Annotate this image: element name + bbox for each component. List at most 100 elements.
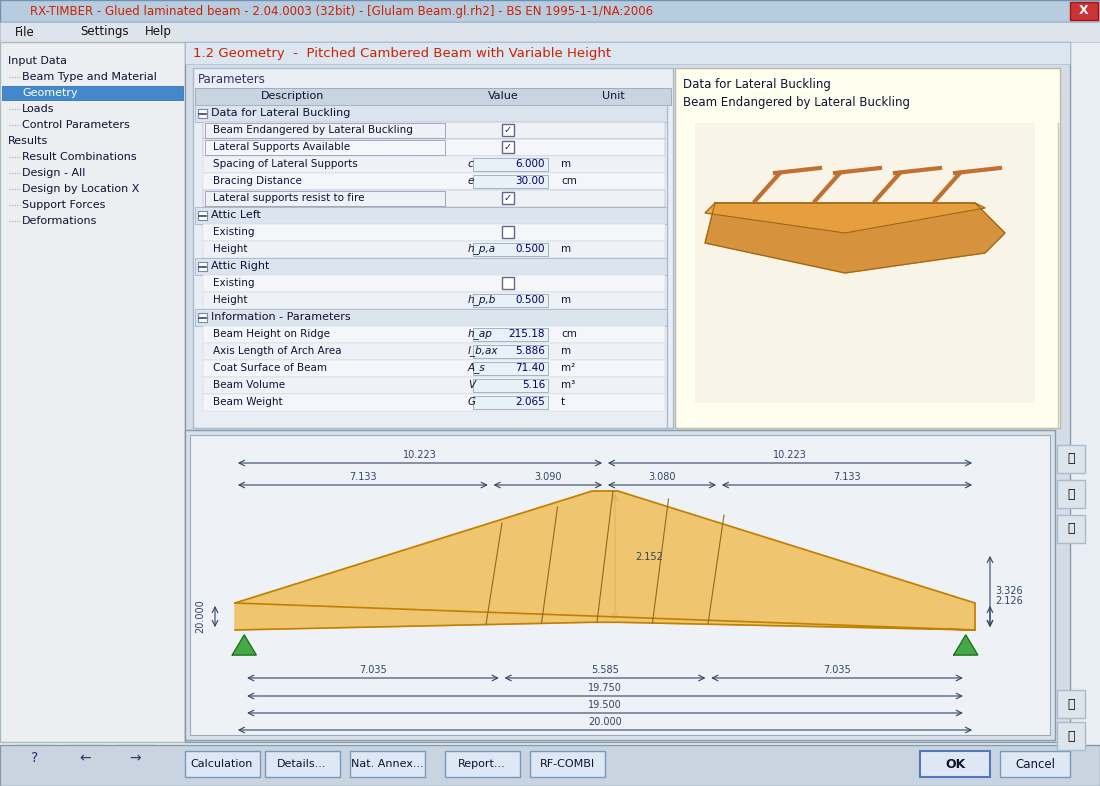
- Text: Results: Results: [8, 136, 48, 146]
- Bar: [204, 292, 666, 309]
- Text: Settings: Settings: [80, 25, 129, 39]
- Bar: [204, 326, 666, 343]
- Bar: [350, 751, 425, 777]
- Text: OK: OK: [945, 758, 965, 770]
- Text: Input Data: Input Data: [8, 56, 67, 66]
- Bar: [15, 745, 55, 771]
- Bar: [198, 313, 207, 322]
- Text: 🔍: 🔍: [1067, 729, 1075, 743]
- Text: Height: Height: [213, 295, 248, 305]
- Bar: [198, 109, 207, 118]
- Text: 10.223: 10.223: [773, 450, 807, 460]
- Bar: [195, 207, 667, 224]
- Polygon shape: [954, 635, 978, 655]
- Text: G: G: [468, 397, 476, 407]
- Text: 0.500: 0.500: [516, 295, 544, 305]
- Bar: [195, 258, 667, 275]
- Text: t: t: [561, 397, 565, 407]
- Bar: [502, 226, 514, 238]
- Bar: [473, 345, 548, 358]
- Bar: [502, 277, 514, 289]
- Text: Report...: Report...: [458, 759, 506, 769]
- Bar: [446, 751, 520, 777]
- Bar: [204, 190, 666, 207]
- Bar: [1000, 751, 1070, 777]
- Text: 5.886: 5.886: [515, 346, 544, 356]
- Text: Beam Weight: Beam Weight: [213, 397, 283, 407]
- Text: m: m: [561, 244, 571, 254]
- Text: 30.00: 30.00: [516, 176, 544, 186]
- Bar: [1070, 2, 1098, 20]
- Text: 20.000: 20.000: [588, 717, 621, 727]
- Bar: [185, 430, 1055, 740]
- Text: Description: Description: [262, 91, 324, 101]
- Bar: [198, 262, 207, 271]
- Text: Control Parameters: Control Parameters: [22, 120, 130, 130]
- Text: ←: ←: [79, 751, 91, 765]
- Bar: [473, 328, 548, 341]
- Bar: [502, 141, 514, 153]
- Text: 💾: 💾: [1067, 697, 1075, 711]
- Bar: [185, 42, 1070, 742]
- Text: Attic Right: Attic Right: [211, 261, 270, 271]
- Text: h_ap: h_ap: [468, 329, 493, 340]
- Text: 2.126: 2.126: [996, 597, 1023, 607]
- Bar: [0, 22, 1100, 42]
- Text: ✓: ✓: [504, 142, 513, 152]
- Polygon shape: [705, 203, 984, 233]
- Bar: [530, 751, 605, 777]
- Bar: [1057, 722, 1085, 750]
- Text: Value: Value: [487, 91, 518, 101]
- Text: 2.152: 2.152: [635, 552, 663, 562]
- Text: 3.090: 3.090: [535, 472, 562, 482]
- Bar: [675, 68, 1060, 428]
- Bar: [204, 394, 666, 411]
- Bar: [205, 191, 446, 206]
- Bar: [204, 275, 666, 292]
- Text: 2.065: 2.065: [515, 397, 544, 407]
- Text: Beam Endangered by Lateral Buckling: Beam Endangered by Lateral Buckling: [683, 96, 910, 109]
- Bar: [204, 360, 666, 377]
- Text: Design - All: Design - All: [22, 168, 86, 178]
- Text: Existing: Existing: [213, 227, 254, 237]
- Polygon shape: [232, 635, 256, 655]
- Text: X: X: [1079, 5, 1089, 17]
- Text: 7.133: 7.133: [833, 472, 861, 482]
- Bar: [695, 123, 1035, 403]
- Text: RX-TIMBER - Glued laminated beam - 2.04.0003 (32bit) - [Glulam Beam.gl.rh2] - BS: RX-TIMBER - Glued laminated beam - 2.04.…: [30, 5, 653, 17]
- Bar: [204, 377, 666, 394]
- Text: m: m: [561, 295, 571, 305]
- Text: Help: Help: [145, 25, 172, 39]
- Text: 7.035: 7.035: [359, 665, 387, 675]
- Bar: [205, 140, 446, 155]
- Bar: [0, 745, 1100, 786]
- Bar: [204, 173, 666, 190]
- Text: Height: Height: [213, 244, 248, 254]
- Text: Data for Lateral Buckling: Data for Lateral Buckling: [211, 108, 351, 118]
- Bar: [204, 156, 666, 173]
- Bar: [204, 139, 666, 156]
- Bar: [473, 294, 548, 307]
- Bar: [920, 751, 990, 777]
- Text: Existing: Existing: [213, 278, 254, 288]
- Text: Beam Height on Ridge: Beam Height on Ridge: [213, 329, 330, 339]
- Text: 🔍: 🔍: [1067, 523, 1075, 535]
- Bar: [205, 123, 446, 138]
- Bar: [502, 124, 514, 136]
- Text: 1.2 Geometry  -  Pitched Cambered Beam with Variable Height: 1.2 Geometry - Pitched Cambered Beam wit…: [192, 46, 612, 60]
- Bar: [195, 309, 667, 326]
- Bar: [65, 745, 104, 771]
- Text: 7.133: 7.133: [349, 472, 376, 482]
- Text: 6.000: 6.000: [516, 159, 544, 169]
- Text: Spacing of Lateral Supports: Spacing of Lateral Supports: [213, 159, 358, 169]
- Bar: [204, 241, 666, 258]
- Text: A_s: A_s: [468, 362, 486, 373]
- Text: RF-COMBI: RF-COMBI: [539, 759, 595, 769]
- Text: Loads: Loads: [22, 104, 55, 114]
- Bar: [473, 396, 548, 409]
- Text: 20.000: 20.000: [195, 600, 205, 634]
- Text: Deformations: Deformations: [22, 216, 98, 226]
- Text: Cancel: Cancel: [1015, 758, 1055, 770]
- Bar: [473, 158, 548, 171]
- Text: cm: cm: [561, 329, 576, 339]
